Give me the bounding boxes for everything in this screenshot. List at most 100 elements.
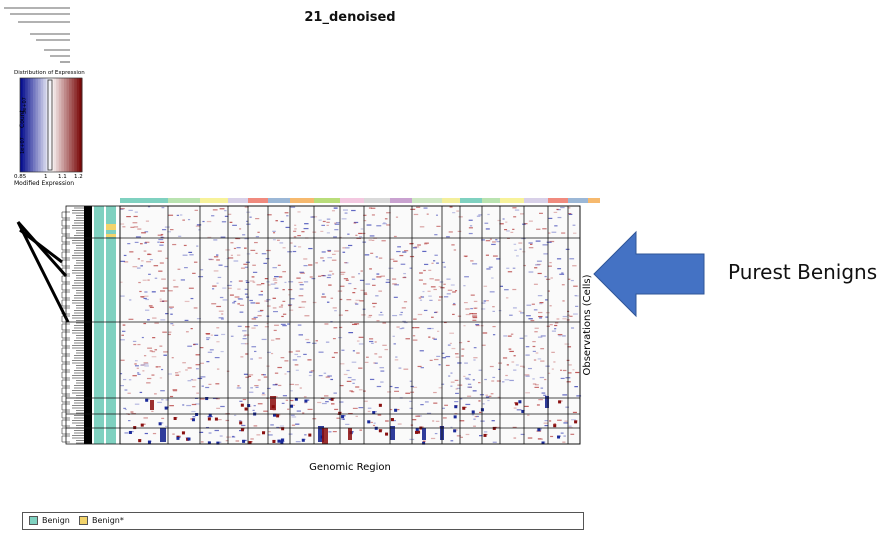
heatmap-cell xyxy=(385,281,390,283)
heatmap-cell xyxy=(465,313,471,316)
heatmap-cell xyxy=(232,224,237,226)
heatmap-cell xyxy=(130,411,134,413)
heatmap-cell xyxy=(501,381,505,383)
heatmap-cell xyxy=(219,208,225,210)
heatmap-cell xyxy=(325,341,330,343)
heatmap-cell xyxy=(356,352,360,354)
heatmap-cell xyxy=(559,273,565,275)
heatmap-cell xyxy=(536,260,542,262)
heatmap-cell xyxy=(281,427,285,431)
heatmap-cell xyxy=(418,279,423,281)
color-key-band xyxy=(79,78,83,172)
heatmap-cell xyxy=(532,383,537,385)
heatmap-cell xyxy=(272,384,278,386)
heatmap-cell xyxy=(427,290,431,292)
heatmap-cell xyxy=(297,356,301,358)
heatmap-cell xyxy=(154,349,158,351)
heatmap-cell xyxy=(570,327,575,329)
heatmap-cell xyxy=(331,259,337,261)
heatmap-cell xyxy=(473,425,476,427)
count-tick-high: 3e+07 xyxy=(22,97,28,114)
heatmap-cell xyxy=(453,415,457,419)
heatmap-cell xyxy=(144,309,150,311)
heatmap-cell xyxy=(245,353,249,355)
heatmap-cell xyxy=(321,402,327,405)
heatmap-cell xyxy=(381,240,386,242)
color-key-band xyxy=(45,78,49,172)
heatmap-cell xyxy=(193,343,199,345)
heatmap-cell xyxy=(456,210,460,212)
heatmap-cell xyxy=(199,347,204,349)
heatmap-cell xyxy=(123,261,129,263)
heatmap-cell xyxy=(538,315,543,318)
heatmap-cell xyxy=(221,221,227,223)
heatmap-cell xyxy=(470,294,475,296)
heatmap-cell xyxy=(120,207,125,210)
heatmap-cell xyxy=(428,269,432,271)
color-key-band xyxy=(51,78,55,172)
heatmap-cell xyxy=(486,268,491,270)
heatmap-cell xyxy=(264,278,269,280)
heatmap-cell xyxy=(120,281,123,283)
heatmap-cell xyxy=(248,441,252,445)
figure-frame xyxy=(65,205,581,445)
heatmap-cell xyxy=(157,234,163,236)
heatmap-cell xyxy=(520,213,524,215)
heatmap-cell xyxy=(303,227,309,230)
heatmap-cell xyxy=(328,284,332,286)
heatmap-cell xyxy=(429,278,434,280)
heatmap-cell xyxy=(454,400,459,403)
heatmap-cell xyxy=(355,303,359,305)
heatmap-cell xyxy=(187,218,191,221)
heatmap-cell xyxy=(564,343,570,345)
heatmap-cell xyxy=(160,236,164,238)
chromosome-segment xyxy=(500,198,524,203)
heatmap-cell xyxy=(137,372,140,374)
heatmap-cell xyxy=(455,388,458,390)
heatmap-cell xyxy=(339,401,344,403)
heatmap-cell xyxy=(385,432,389,436)
heatmap-cell xyxy=(512,228,515,230)
heatmap-cell xyxy=(272,439,276,443)
heatmap-cell xyxy=(543,253,549,255)
heatmap-cell xyxy=(294,353,299,356)
heatmap-cell xyxy=(303,265,308,267)
color-key-band xyxy=(74,78,78,172)
heatmap-cell xyxy=(224,210,227,212)
heatmap-cell xyxy=(190,328,193,330)
heatmap-cell xyxy=(453,302,456,305)
heatmap-cell xyxy=(440,287,445,289)
heatmap-cell xyxy=(574,294,577,297)
heatmap-cell xyxy=(438,285,442,288)
heatmap-cell xyxy=(122,226,126,228)
heatmap-cell xyxy=(162,300,168,302)
heatmap-cell xyxy=(412,419,417,421)
heatmap-cell xyxy=(549,240,555,243)
color-key-band xyxy=(61,78,65,172)
heatmap-cell xyxy=(462,406,466,410)
heatmap-cell xyxy=(412,327,415,329)
heatmap-cell xyxy=(207,236,212,239)
heatmap-cell xyxy=(154,277,158,279)
heatmap-cell xyxy=(134,363,137,365)
heatmap-cell xyxy=(436,355,441,358)
heatmap-cell xyxy=(196,245,199,247)
heatmap-cell xyxy=(435,311,439,313)
heatmap-cell xyxy=(326,276,331,279)
heatmap-cell xyxy=(230,335,234,337)
heatmap-background xyxy=(120,206,580,444)
heatmap-cell xyxy=(123,378,127,381)
heatmap-cell xyxy=(544,275,547,278)
heatmap-cell xyxy=(238,280,243,282)
heatmap-cell xyxy=(348,428,352,440)
heatmap-cell xyxy=(473,347,477,349)
heatmap-cell xyxy=(505,374,508,377)
heatmap-cell xyxy=(553,423,556,425)
heatmap-cell xyxy=(506,230,510,232)
heatmap-cell xyxy=(267,214,272,216)
heatmap-cell xyxy=(431,316,434,318)
heatmap-cell xyxy=(293,230,297,232)
heatmap-cell xyxy=(369,340,374,343)
heatmap-cell xyxy=(128,419,131,422)
heatmap-cell xyxy=(342,209,348,211)
